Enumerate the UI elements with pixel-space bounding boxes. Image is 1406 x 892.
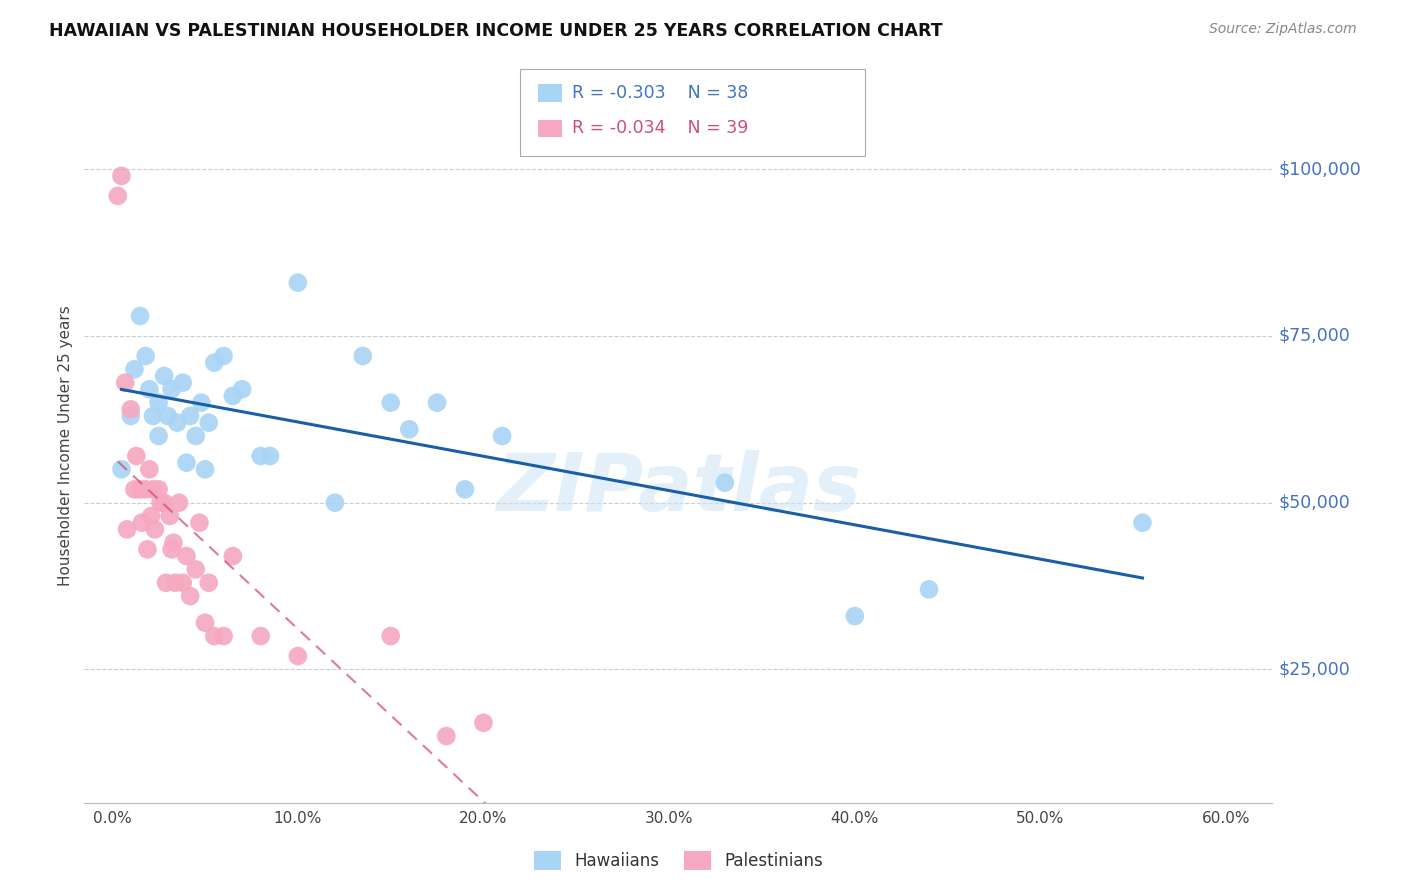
Point	[155, 575, 177, 590]
Point	[125, 449, 148, 463]
Point	[143, 522, 166, 536]
Point	[190, 395, 212, 409]
Text: $75,000: $75,000	[1278, 327, 1350, 345]
Point	[380, 629, 402, 643]
Point	[172, 376, 194, 390]
Point	[110, 169, 132, 183]
Text: R = -0.303    N = 38: R = -0.303 N = 38	[572, 84, 748, 102]
Point	[188, 516, 211, 530]
Point	[129, 309, 152, 323]
Point	[259, 449, 281, 463]
Point	[148, 395, 170, 409]
Legend: Hawaiians, Palestinians: Hawaiians, Palestinians	[527, 844, 830, 877]
Point	[434, 729, 457, 743]
Point	[148, 429, 170, 443]
Point	[426, 395, 449, 409]
Point	[156, 409, 179, 423]
Point	[153, 368, 176, 383]
Point	[398, 422, 420, 436]
Point	[107, 189, 129, 203]
Point	[179, 409, 201, 423]
Point	[135, 349, 157, 363]
Point	[166, 416, 188, 430]
Text: $50,000: $50,000	[1278, 493, 1350, 512]
Point	[138, 382, 160, 396]
Point	[1132, 516, 1154, 530]
Text: ZIPatlas: ZIPatlas	[496, 450, 860, 528]
Point	[165, 575, 187, 590]
Point	[136, 542, 159, 557]
Point	[287, 649, 309, 664]
Point	[202, 356, 225, 370]
Point	[184, 429, 207, 443]
Point	[212, 629, 235, 643]
Point	[115, 522, 138, 536]
Point	[138, 462, 160, 476]
Point	[142, 483, 165, 497]
Point	[287, 276, 309, 290]
Point	[454, 483, 477, 497]
Point	[176, 549, 198, 563]
Point	[149, 496, 172, 510]
Point	[352, 349, 374, 363]
Point	[491, 429, 513, 443]
Text: Source: ZipAtlas.com: Source: ZipAtlas.com	[1209, 22, 1357, 37]
Point	[162, 535, 184, 549]
Point	[197, 575, 219, 590]
Point	[135, 483, 157, 497]
Point	[142, 409, 165, 423]
Text: R = -0.034    N = 39: R = -0.034 N = 39	[572, 120, 748, 137]
Point	[194, 462, 217, 476]
Point	[159, 509, 181, 524]
Point	[179, 589, 201, 603]
Text: HAWAIIAN VS PALESTINIAN HOUSEHOLDER INCOME UNDER 25 YEARS CORRELATION CHART: HAWAIIAN VS PALESTINIAN HOUSEHOLDER INCO…	[49, 22, 943, 40]
Point	[222, 549, 245, 563]
Point	[323, 496, 346, 510]
Point	[153, 496, 176, 510]
Point	[184, 562, 207, 576]
Point	[110, 462, 132, 476]
Point	[124, 362, 146, 376]
Point	[160, 382, 183, 396]
Point	[114, 376, 136, 390]
Point	[172, 575, 194, 590]
Text: $25,000: $25,000	[1278, 660, 1350, 679]
Point	[120, 402, 142, 417]
Point	[124, 483, 146, 497]
Point	[160, 542, 183, 557]
Point	[714, 475, 737, 490]
Point	[918, 582, 941, 597]
Point	[194, 615, 217, 630]
Point	[249, 629, 271, 643]
Point	[176, 456, 198, 470]
Point	[167, 496, 190, 510]
Point	[148, 483, 170, 497]
Point	[141, 509, 163, 524]
Point	[197, 416, 219, 430]
Point	[129, 483, 152, 497]
Point	[120, 409, 142, 423]
Point	[844, 609, 866, 624]
Point	[472, 715, 495, 730]
Point	[249, 449, 271, 463]
Point	[202, 629, 225, 643]
Y-axis label: Householder Income Under 25 years: Householder Income Under 25 years	[58, 306, 73, 586]
Point	[222, 389, 245, 403]
Point	[212, 349, 235, 363]
Point	[231, 382, 253, 396]
Text: $100,000: $100,000	[1278, 161, 1361, 178]
Point	[131, 516, 153, 530]
Point	[380, 395, 402, 409]
